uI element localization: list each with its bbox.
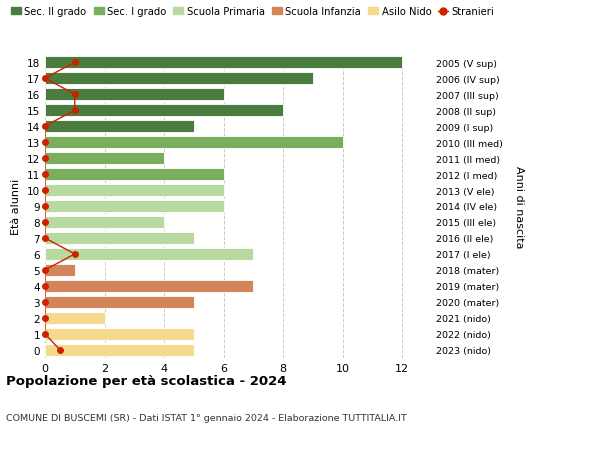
Point [40,139,50,146]
Bar [45,168,224,181]
Bar [45,57,402,69]
Legend: Sec. II grado, Sec. I grado, Scuola Primaria, Scuola Infanzia, Asilo Nido, Stran: Sec. II grado, Sec. I grado, Scuola Prim… [11,7,494,17]
Bar [45,328,194,340]
Bar [45,200,224,213]
Point [40,123,50,130]
Point [40,203,50,210]
Point [40,298,50,306]
Bar [45,344,194,356]
Bar [45,232,194,245]
Point [70,107,80,115]
Point [40,187,50,194]
Point [40,267,50,274]
Bar [45,248,253,261]
Bar [45,185,224,197]
Bar [45,264,75,276]
Bar [45,216,164,229]
Point [70,59,80,67]
Point [40,219,50,226]
Point [40,330,50,338]
Point [55,347,65,354]
Point [40,283,50,290]
Bar [45,137,343,149]
Point [40,235,50,242]
Bar [45,73,313,85]
Bar [45,312,104,325]
Bar [45,296,194,308]
Point [70,91,80,99]
Point [40,314,50,322]
Point [40,171,50,179]
Bar [45,152,164,165]
Bar [45,105,283,117]
Y-axis label: Età alunni: Età alunni [11,179,22,235]
Bar [45,121,194,133]
Text: Popolazione per età scolastica - 2024: Popolazione per età scolastica - 2024 [6,374,287,387]
Bar [45,280,253,292]
Bar [45,89,224,101]
Text: COMUNE DI BUSCEMI (SR) - Dati ISTAT 1° gennaio 2024 - Elaborazione TUTTITALIA.IT: COMUNE DI BUSCEMI (SR) - Dati ISTAT 1° g… [6,413,407,422]
Point [40,155,50,162]
Point [70,251,80,258]
Y-axis label: Anni di nascita: Anni di nascita [514,165,524,248]
Point [40,75,50,83]
